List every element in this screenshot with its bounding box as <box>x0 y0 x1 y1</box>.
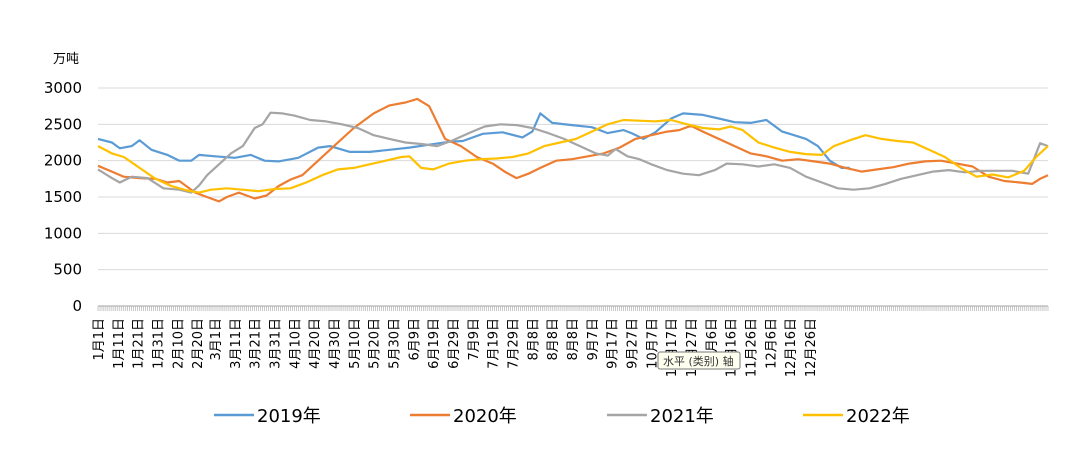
x-tick-label: 3月21日 <box>249 318 264 369</box>
y-tick-label: 1500 <box>44 188 82 206</box>
x-tick-label: 12月16日 <box>784 318 799 377</box>
x-tick-label: 2月20日 <box>191 318 206 369</box>
x-tick-label: 8月8日 <box>526 318 541 361</box>
y-tick-label: 2000 <box>44 152 82 170</box>
y-tick-label: 3000 <box>44 79 82 97</box>
y-tick-label: 2500 <box>44 115 82 133</box>
x-tick-label: 5月20日 <box>368 318 383 369</box>
x-tick-label: 6月9日 <box>407 318 422 361</box>
x-tick-label: 1月11日 <box>112 318 127 369</box>
x-tick-label: 4月20日 <box>308 318 323 369</box>
x-tick-label: 3月1日 <box>209 318 224 361</box>
y-axis-tick-labels: 0 500 1000 1500 2000 2500 3000 <box>44 79 82 315</box>
x-tick-label: 1月21日 <box>132 318 147 369</box>
y-tick-label: 500 <box>53 261 82 279</box>
x-tick-label: 12月26日 <box>804 318 819 377</box>
series-line-0 <box>97 112 850 169</box>
x-tick-label: 4月30日 <box>328 318 343 369</box>
axis-tooltip: 水平 (类别) 轴 <box>657 351 741 370</box>
y-tick-label: 0 <box>72 297 82 315</box>
series-line-3 <box>97 118 1049 194</box>
x-tick-label: 8月8日 <box>546 318 561 361</box>
x-tick-label: 11月26日 <box>745 318 760 377</box>
x-tick-label: 5月10日 <box>348 318 363 369</box>
x-tick-label: 4月10日 <box>288 318 303 369</box>
x-tick-label: 9月17日 <box>606 318 621 369</box>
legend-label-0: 2019年 <box>257 406 321 427</box>
x-tick-label: 10月7日 <box>645 318 660 369</box>
x-tick-label: 12月6日 <box>764 318 779 369</box>
x-axis <box>97 305 1049 311</box>
legend-label-1: 2020年 <box>453 406 517 427</box>
x-tick-label: 9月7日 <box>586 318 601 361</box>
x-tick-label: 9月27日 <box>626 318 641 369</box>
x-tick-label: 2月10日 <box>171 318 186 369</box>
series-line-1 <box>97 97 1049 203</box>
y-axis-unit-label: 万吨 <box>53 52 79 67</box>
legend-label-2: 2021年 <box>650 406 714 427</box>
y-tick-label: 1000 <box>44 224 82 242</box>
x-tick-label: 7月9日 <box>467 318 482 361</box>
x-tick-label: 3月31日 <box>269 318 284 369</box>
legend-label-3: 2022年 <box>846 406 910 427</box>
x-tick-label: 1月1日 <box>92 318 107 361</box>
x-tick-label: 5月30日 <box>388 318 403 369</box>
x-tick-label: 7月19日 <box>487 318 502 369</box>
x-tick-label: 7月29日 <box>507 318 522 369</box>
axis-tooltip-text: 水平 (类别) 轴 <box>663 354 734 368</box>
x-tick-label: 6月19日 <box>427 318 442 369</box>
x-axis-ticks <box>97 306 1049 311</box>
x-tick-label: 8月8日 <box>566 318 581 361</box>
x-tick-label: 1月31日 <box>152 318 167 369</box>
x-tick-label: 3月11日 <box>229 318 244 369</box>
x-tick-label: 6月29日 <box>447 318 462 369</box>
legend: 2019年 2020年 2021年 2022年 <box>214 406 910 427</box>
series-lines <box>97 97 1049 203</box>
series-line-2 <box>97 111 1049 194</box>
